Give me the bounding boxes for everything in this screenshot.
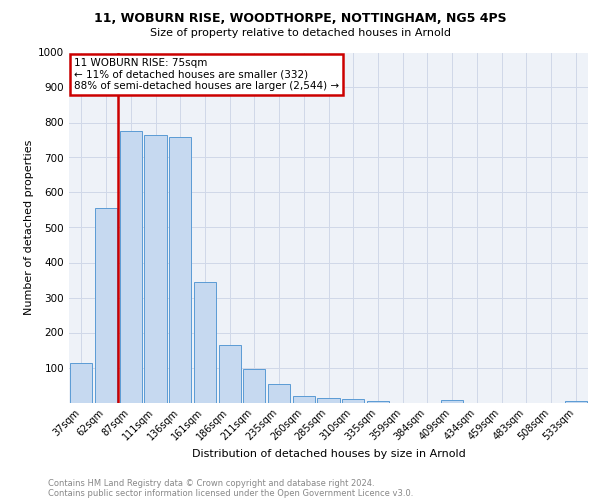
Bar <box>317 398 340 402</box>
Bar <box>441 400 463 402</box>
Bar <box>95 208 117 402</box>
Bar <box>169 136 191 402</box>
Bar <box>342 399 364 402</box>
Bar <box>194 282 216 403</box>
Bar <box>70 363 92 403</box>
Y-axis label: Number of detached properties: Number of detached properties <box>24 140 34 315</box>
Bar <box>268 384 290 402</box>
Text: Contains public sector information licensed under the Open Government Licence v3: Contains public sector information licen… <box>48 488 413 498</box>
Text: Size of property relative to detached houses in Arnold: Size of property relative to detached ho… <box>149 28 451 38</box>
X-axis label: Distribution of detached houses by size in Arnold: Distribution of detached houses by size … <box>191 449 466 459</box>
Bar <box>293 396 315 402</box>
Bar <box>367 401 389 402</box>
Text: 11, WOBURN RISE, WOODTHORPE, NOTTINGHAM, NG5 4PS: 11, WOBURN RISE, WOODTHORPE, NOTTINGHAM,… <box>94 12 506 26</box>
Bar <box>243 369 265 402</box>
Text: Contains HM Land Registry data © Crown copyright and database right 2024.: Contains HM Land Registry data © Crown c… <box>48 478 374 488</box>
Bar <box>145 136 167 402</box>
Bar <box>218 346 241 403</box>
Bar <box>565 401 587 402</box>
Text: 11 WOBURN RISE: 75sqm
← 11% of detached houses are smaller (332)
88% of semi-det: 11 WOBURN RISE: 75sqm ← 11% of detached … <box>74 58 340 91</box>
Bar <box>119 131 142 402</box>
